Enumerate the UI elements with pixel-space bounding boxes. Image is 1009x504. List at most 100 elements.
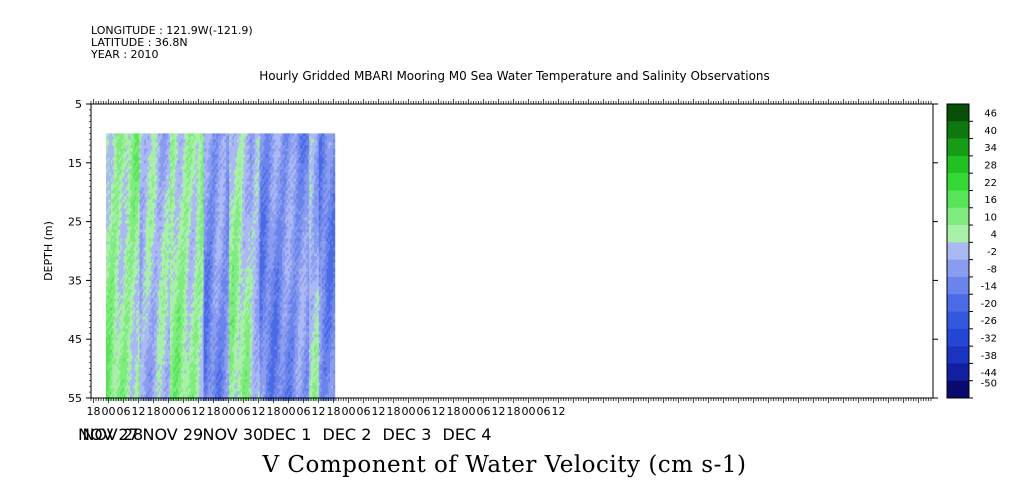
heatmap-cell: [158, 214, 161, 218]
heatmap-cell: [150, 205, 153, 209]
heatmap-cell: [122, 253, 124, 257]
heatmap-cell: [142, 178, 145, 182]
heatmap-cell: [106, 382, 108, 386]
heatmap-cell: [152, 394, 155, 398]
heatmap-cell: [157, 259, 160, 263]
heatmap-cell: [138, 301, 140, 305]
heatmap-cell: [160, 190, 163, 194]
heatmap-cell: [112, 160, 115, 164]
heatmap-cell: [123, 352, 126, 356]
heatmap-cell: [110, 322, 113, 326]
heatmap-cell: [123, 253, 126, 257]
heatmap-cell: [142, 286, 145, 290]
heatmap-cell: [147, 136, 150, 140]
heatmap-cell: [122, 370, 124, 374]
heatmap-cell: [157, 298, 160, 302]
heatmap-cell: [126, 325, 129, 329]
heatmap-cell: [130, 217, 132, 221]
heatmap-cell: [115, 214, 118, 218]
heatmap-cell: [144, 379, 147, 383]
heatmap-cell: [123, 274, 126, 278]
heatmap-cell: [110, 340, 113, 344]
heatmap-cell: [144, 166, 147, 170]
heatmap-cell: [157, 316, 160, 320]
heatmap-cell: [155, 238, 158, 242]
heatmap-cell: [154, 370, 156, 374]
heatmap-cell: [152, 316, 155, 320]
heatmap-cell: [139, 376, 142, 380]
heatmap-cell: [136, 223, 139, 227]
heatmap-cell: [158, 373, 161, 377]
heatmap-cell: [125, 304, 128, 308]
heatmap-cell: [110, 307, 113, 311]
heatmap-cell: [120, 313, 123, 317]
heatmap-cell: [152, 310, 155, 314]
heatmap-cell: [142, 235, 145, 239]
heatmap-cell: [155, 283, 158, 287]
heatmap-cell: [112, 253, 115, 257]
heatmap-cell: [112, 244, 115, 248]
heatmap-cell: [118, 334, 121, 338]
heatmap-cell: [123, 334, 126, 338]
heatmap-cell: [150, 220, 153, 224]
heatmap-cell: [110, 199, 113, 203]
heatmap-cell: [107, 241, 110, 245]
heatmap-cell: [139, 301, 142, 305]
heatmap-cell: [117, 160, 120, 164]
heatmap-cell: [162, 310, 164, 314]
heatmap-cell: [126, 244, 129, 248]
heatmap-cell: [115, 208, 118, 212]
heatmap-cell: [109, 217, 112, 221]
heatmap-cell: [146, 244, 148, 248]
heatmap-cell: [107, 142, 110, 146]
heatmap-cell: [131, 211, 134, 215]
heatmap-cell: [109, 142, 112, 146]
heatmap-cell: [109, 205, 112, 209]
heatmap-cell: [136, 325, 139, 329]
heatmap-cell: [115, 385, 118, 389]
heatmap-cell: [126, 250, 129, 254]
heatmap-cell: [139, 277, 142, 281]
heatmap-cell: [134, 376, 137, 380]
heatmap-cell: [154, 214, 156, 218]
heatmap-cell: [149, 238, 152, 242]
heatmap-cell: [136, 151, 139, 155]
heatmap-cell: [141, 175, 144, 179]
heatmap-cell: [118, 298, 121, 302]
heatmap-cell: [160, 148, 163, 152]
heatmap-cell: [133, 373, 136, 377]
heatmap-cell: [112, 301, 115, 305]
heatmap-cell: [122, 220, 124, 224]
heatmap-cell: [147, 274, 150, 278]
heatmap-cell: [155, 292, 158, 296]
heatmap-cell: [133, 253, 136, 257]
heatmap-cell: [109, 316, 112, 320]
heatmap-cell: [154, 280, 156, 284]
heatmap-cell: [158, 139, 161, 143]
heatmap-cell: [158, 232, 161, 236]
heatmap-cell: [133, 145, 136, 149]
heatmap-cell: [106, 187, 108, 191]
heatmap-cell: [117, 310, 120, 314]
heatmap-cell: [158, 181, 161, 185]
heatmap-cell: [136, 250, 139, 254]
heatmap-cell: [126, 151, 129, 155]
heatmap-cell: [138, 196, 140, 200]
heatmap-cell: [146, 262, 148, 266]
heatmap-cell: [154, 142, 156, 146]
heatmap-cell: [162, 304, 164, 308]
heatmap-cell: [133, 364, 136, 368]
heatmap-cell: [112, 193, 115, 197]
heatmap-cell: [131, 307, 134, 311]
heatmap-cell: [131, 391, 134, 395]
heatmap-cell: [138, 349, 140, 353]
heatmap-cell: [128, 391, 131, 395]
heatmap-cell: [106, 310, 108, 314]
heatmap-cell: [141, 361, 144, 365]
heatmap-cell: [130, 325, 132, 329]
heatmap-cell: [118, 169, 121, 173]
heatmap-cell: [122, 247, 124, 251]
heatmap-cell: [136, 187, 139, 191]
heatmap-cell: [114, 220, 116, 224]
heatmap-cell: [106, 235, 108, 239]
